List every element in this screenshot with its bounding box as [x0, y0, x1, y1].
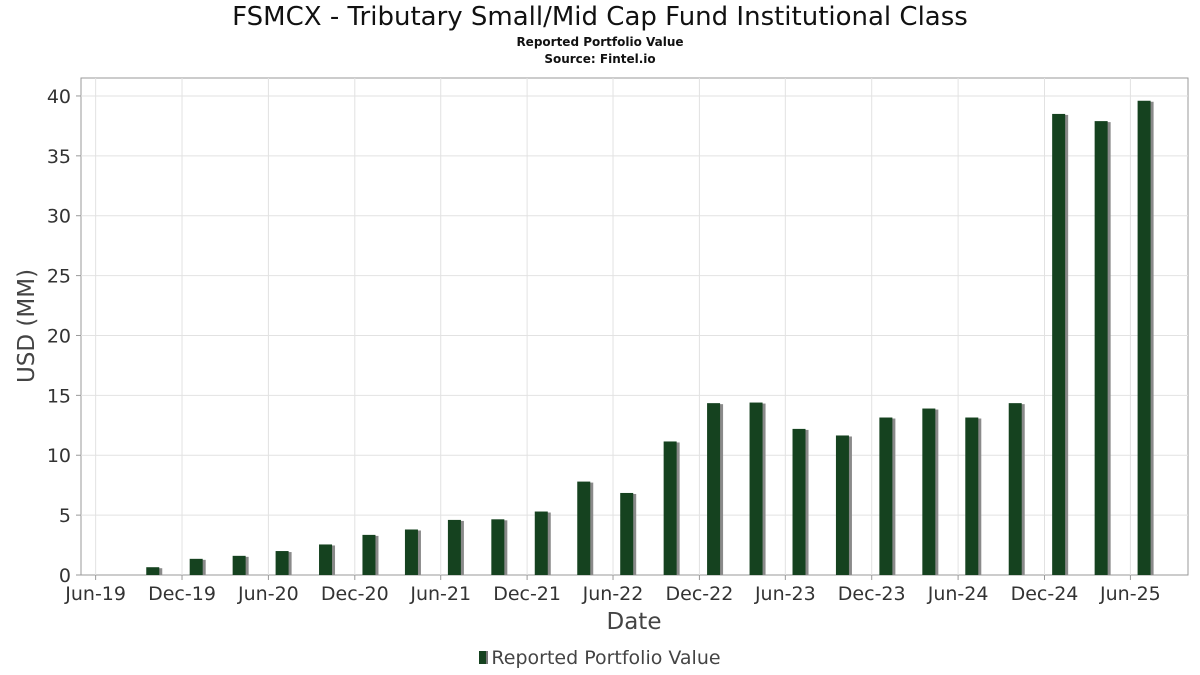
legend-swatch [479, 651, 489, 664]
y-tick-label: 30 [47, 206, 71, 228]
y-tick-label: 15 [47, 385, 71, 407]
y-tick-label: 25 [47, 266, 71, 288]
y-tick-label: 40 [47, 86, 71, 108]
chart-title: FSMCX - Tributary Small/Mid Cap Fund Ins… [232, 2, 968, 32]
x-tick-label: Dec-22 [666, 583, 734, 605]
bars [146, 100, 1154, 576]
y-tick-label: 0 [59, 565, 71, 587]
bar [620, 492, 634, 575]
bar [362, 534, 376, 575]
bar [146, 567, 160, 575]
x-tick-label: Jun-24 [927, 583, 989, 605]
x-tick-label: Dec-19 [148, 583, 216, 605]
plot-area [80, 77, 1189, 576]
x-tick-label: Jun-22 [582, 583, 644, 605]
bar [319, 544, 333, 575]
y-tick-label: 20 [47, 325, 71, 347]
bar [1094, 121, 1108, 575]
bar [663, 441, 677, 575]
bar [835, 435, 849, 575]
x-tick-label: Jun-20 [237, 583, 299, 605]
bar [965, 417, 979, 575]
y-tick-label: 35 [47, 146, 71, 168]
bar [534, 511, 548, 575]
y-tick-label: 10 [47, 445, 71, 467]
bar [491, 519, 505, 575]
bar [189, 558, 203, 575]
x-axis-title: Date [607, 609, 662, 635]
bar [275, 551, 289, 575]
x-tick-label: Jun-25 [1099, 583, 1161, 605]
bar [1008, 403, 1022, 575]
bar [1052, 113, 1066, 576]
x-tick-label: Dec-23 [838, 583, 906, 605]
x-axis: Jun-19 Dec-19 Jun-20 Dec-20 Jun-21 Dec-21 Jun-… [64, 575, 1161, 605]
bar [707, 403, 721, 575]
bar [749, 402, 763, 575]
bar [1137, 100, 1151, 576]
y-tick-label: 5 [59, 505, 71, 527]
y-axis-title: USD (MM) [14, 269, 40, 383]
legend-label: Reported Portfolio Value [491, 647, 721, 669]
chart-subtitle: Reported Portfolio Value [516, 35, 684, 49]
x-tick-label: Jun-23 [754, 583, 816, 605]
legend: Reported Portfolio Value [0, 647, 1200, 669]
y-axis: 0 5 10 15 20 25 30 35 40 [47, 86, 81, 587]
x-tick-label: Jun-19 [64, 583, 126, 605]
bar [404, 529, 418, 575]
bar [577, 481, 591, 575]
bar [922, 408, 936, 575]
x-tick-label: Jun-21 [409, 583, 471, 605]
grid-lines [81, 78, 1188, 575]
x-tick-label: Dec-24 [1011, 583, 1079, 605]
bar [447, 519, 461, 575]
chart-source: Source: Fintel.io [544, 52, 656, 66]
x-tick-label: Dec-20 [321, 583, 389, 605]
x-tick-label: Dec-21 [493, 583, 561, 605]
bar [792, 428, 806, 575]
bar [232, 555, 246, 575]
bar [879, 417, 893, 575]
